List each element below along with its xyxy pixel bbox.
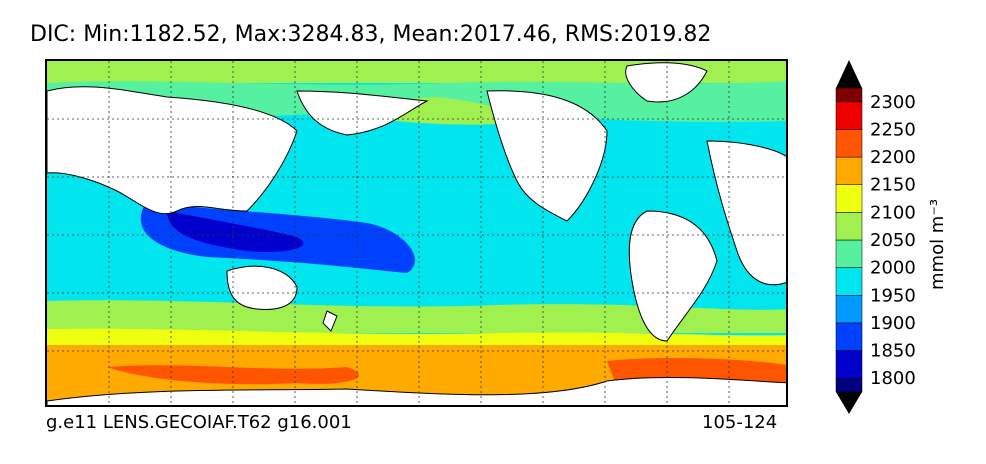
colorbar-segment-6 bbox=[835, 212, 863, 241]
ocean-band-warm-pool bbox=[167, 211, 304, 253]
land-north-america bbox=[486, 90, 608, 222]
case-name-label: g.e11 LENS.GECOIAF.T62 g16.001 bbox=[46, 412, 352, 433]
colorbar-segment-2 bbox=[835, 322, 863, 351]
colorbar-tick-label: 1850 bbox=[870, 341, 916, 362]
land-eurasia-west bbox=[47, 86, 298, 215]
ocean-band-southern-mid bbox=[47, 328, 786, 349]
colorbar-segment-7 bbox=[835, 184, 863, 213]
land-siberia bbox=[296, 90, 429, 136]
graticule bbox=[47, 61, 786, 405]
land-africa bbox=[706, 140, 786, 286]
map-plot-area bbox=[45, 59, 788, 407]
colorbar-tick-label: 2000 bbox=[870, 258, 916, 279]
colorbar-segment-5 bbox=[835, 239, 863, 268]
land-antarctica bbox=[47, 377, 786, 405]
chart-title: DIC: Min:1182.52, Max:3284.83, Mean:2017… bbox=[30, 22, 712, 47]
colorbar-tick-label: 1900 bbox=[870, 313, 916, 334]
colorbar-ticks: 1800 1850 1900 1950 2000 2050 2100 2150 2200 2250… bbox=[870, 92, 916, 389]
colorbar-tick-label: 2300 bbox=[870, 92, 916, 113]
land-australia bbox=[226, 265, 298, 310]
land-south-america bbox=[628, 210, 718, 342]
colorbar-segment-3 bbox=[835, 295, 863, 324]
colorbar-extend-high bbox=[836, 60, 862, 88]
colorbar-extend-low bbox=[836, 392, 862, 414]
colorbar-segment-4 bbox=[835, 267, 863, 296]
years-label: 105-124 bbox=[702, 412, 778, 433]
dic-map bbox=[47, 61, 786, 405]
colorbar-tick-label: 2150 bbox=[870, 175, 916, 196]
land-new-zealand bbox=[322, 310, 338, 332]
land-greenland bbox=[625, 62, 708, 103]
ocean-band-southern-subtropic bbox=[47, 300, 786, 333]
land-masses bbox=[47, 62, 786, 405]
colorbar-segments bbox=[835, 60, 863, 414]
colorbar-tick-label: 2250 bbox=[870, 119, 916, 140]
colorbar: 1800 1850 1900 1950 2000 2050 2100 2150 2200 2250… bbox=[835, 60, 916, 414]
colorbar-tick-label: 2200 bbox=[870, 147, 916, 168]
colorbar-unit-label: mmol m⁻³ bbox=[927, 198, 948, 290]
colorbar-tick-label: 1950 bbox=[870, 285, 916, 306]
ocean-band-antarctic-high bbox=[107, 365, 359, 385]
colorbar-segment-10 bbox=[835, 101, 863, 130]
colorbar-segment-9 bbox=[835, 129, 863, 158]
colorbar-segment-0 bbox=[835, 377, 863, 393]
colorbar-segment-1 bbox=[835, 350, 863, 379]
ocean-band-arctic bbox=[47, 61, 786, 83]
colorbar-tick-label: 1800 bbox=[870, 368, 916, 389]
colorbar-tick-label: 2100 bbox=[870, 202, 916, 223]
colorbar-tick-label: 2050 bbox=[870, 230, 916, 251]
colorbar-segment-8 bbox=[835, 156, 863, 185]
colorbar-segment-11 bbox=[835, 87, 863, 103]
